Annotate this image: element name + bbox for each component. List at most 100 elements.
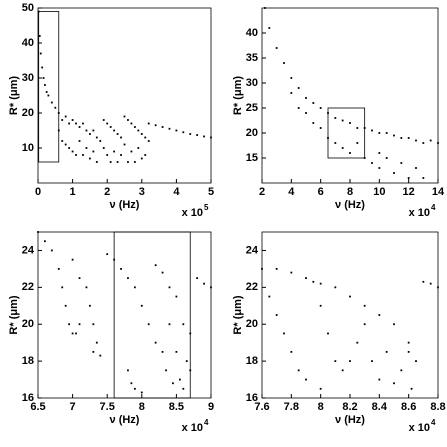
data-point: [422, 280, 425, 283]
y-tick-label: 40: [22, 37, 34, 49]
data-point: [71, 150, 74, 153]
data-point: [422, 177, 425, 179]
data-point: [154, 264, 157, 267]
data-point: [92, 350, 95, 353]
data-point: [68, 147, 71, 149]
data-point: [356, 127, 359, 129]
multiplier-exponent: 4: [431, 203, 436, 212]
data-point: [356, 142, 359, 144]
plot-frame: [261, 231, 439, 399]
data-point: [71, 332, 74, 335]
data-point: [57, 112, 60, 114]
data-point: [378, 314, 381, 316]
data-point: [182, 131, 185, 134]
x-tick-label: 8.4: [372, 401, 388, 413]
x-tick-label: 8: [347, 186, 353, 198]
zoom-box: [113, 231, 191, 399]
data-point: [378, 132, 381, 134]
data-point: [161, 126, 164, 128]
data-point: [385, 350, 388, 353]
x-tick-label: 2: [104, 186, 110, 198]
data-point: [64, 304, 67, 307]
data-point: [268, 27, 271, 29]
data-point: [334, 117, 337, 119]
data-point: [334, 360, 337, 363]
data-point: [334, 142, 337, 144]
x-tick-label: 1: [70, 186, 76, 198]
y-tick-label: 24: [246, 244, 259, 256]
x-tick-label: 7: [70, 401, 76, 413]
data-point: [137, 129, 140, 132]
y-axis-label: R* (μm): [232, 295, 244, 334]
y-tick-label: 40: [246, 27, 258, 39]
data-point: [37, 231, 39, 233]
data-point: [89, 304, 91, 307]
data-point: [147, 140, 150, 142]
y-tick-label: 50: [22, 2, 34, 14]
x-tick-label: 6.5: [30, 401, 45, 413]
data-point: [407, 341, 410, 344]
y-tick-label: 20: [246, 127, 258, 139]
x-tick-label: 5: [208, 186, 214, 198]
x-tick-label: 8: [139, 401, 145, 413]
data-point: [429, 139, 432, 142]
x-tick-label: 9: [208, 401, 214, 413]
data-point: [393, 323, 395, 326]
data-point: [64, 115, 67, 118]
data-point: [415, 139, 417, 142]
y-axis-label: R* (μm): [8, 295, 20, 334]
y-tick-label: 22: [22, 281, 34, 293]
data-point: [203, 282, 205, 285]
data-point: [385, 157, 388, 159]
data-point: [290, 92, 293, 94]
y-tick-label: 30: [246, 77, 258, 89]
x-tick-label: 14: [432, 186, 445, 198]
data-point: [400, 162, 403, 164]
data-point: [154, 124, 157, 127]
data-point: [175, 350, 178, 353]
data-point: [371, 162, 373, 164]
data-point: [363, 304, 366, 307]
data-point: [349, 295, 351, 298]
data-point: [168, 286, 171, 289]
data-point: [275, 47, 278, 49]
data-point: [334, 286, 337, 289]
data-point: [75, 332, 77, 335]
y-tick-label: 20: [22, 318, 34, 330]
data-point: [363, 127, 366, 129]
data-point: [363, 157, 366, 159]
data-point: [133, 387, 136, 390]
data-point: [133, 161, 136, 163]
data-point: [165, 369, 167, 372]
x-tick-label: 6: [318, 186, 324, 198]
data-point: [415, 167, 417, 169]
data-point: [92, 150, 95, 153]
data-point: [85, 286, 88, 289]
data-point: [283, 332, 285, 335]
data-point: [400, 137, 403, 139]
data-point: [312, 280, 315, 283]
data-point: [116, 161, 119, 163]
data-point: [102, 147, 105, 149]
data-point: [341, 147, 344, 149]
data-point: [319, 107, 322, 109]
data-point: [312, 102, 315, 104]
data-point: [378, 167, 381, 169]
y-tick-label: 24: [22, 244, 35, 256]
data-point: [290, 77, 293, 79]
data-point: [140, 391, 143, 394]
y-tick-label: 15: [246, 152, 258, 164]
multiplier-exponent: 4: [431, 418, 436, 427]
data-point: [429, 282, 432, 285]
data-point: [185, 360, 188, 363]
data-point: [120, 136, 122, 139]
x-tick-label: 10: [373, 186, 385, 198]
data-point: [189, 369, 192, 372]
data-point: [305, 97, 307, 99]
data-point: [147, 323, 150, 326]
data-point: [349, 122, 351, 124]
data-point: [407, 137, 410, 139]
data-point: [71, 119, 74, 121]
data-point: [92, 323, 95, 326]
